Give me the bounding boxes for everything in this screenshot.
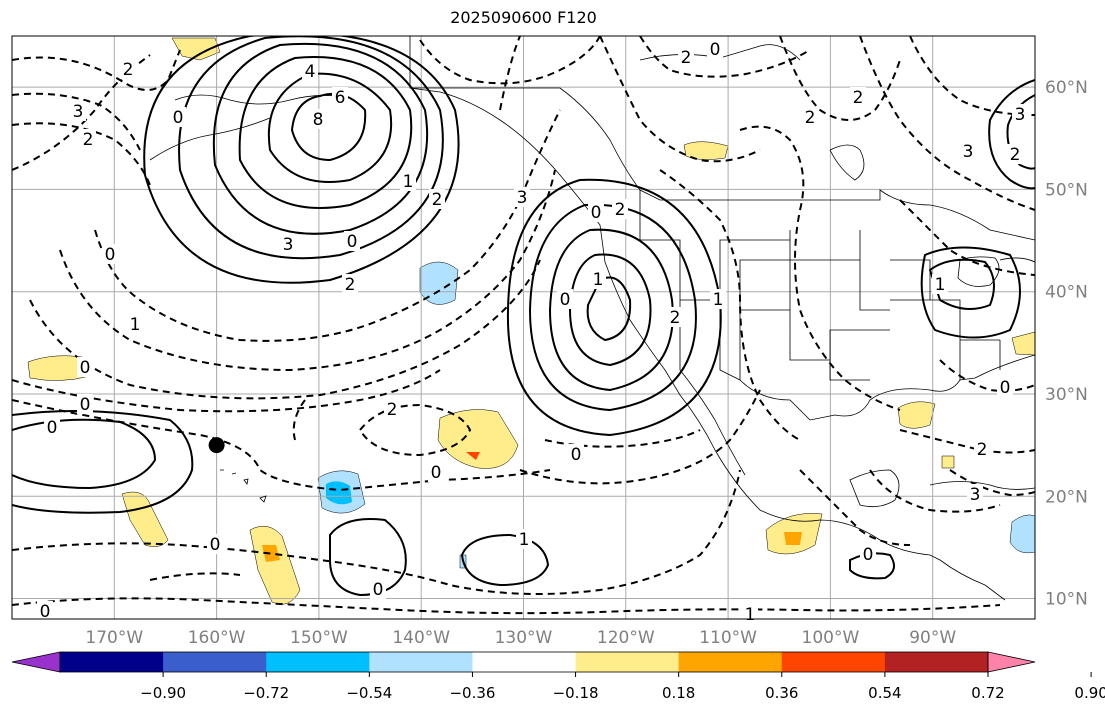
location-marker xyxy=(208,437,225,454)
colorbar-segment xyxy=(266,652,370,672)
contour-label: 0 xyxy=(47,418,58,438)
contour-label: 4 xyxy=(305,62,316,82)
contour-label: 3 xyxy=(963,142,974,162)
contour-label: 0 xyxy=(80,358,91,378)
longitude-label: 130°W xyxy=(495,628,553,648)
contour-label: 2 xyxy=(805,108,816,128)
contour-label: 0 xyxy=(173,108,184,128)
contour-label: 0 xyxy=(373,580,384,600)
contour-label: 2 xyxy=(615,200,626,220)
contour-label: 3 xyxy=(517,188,528,208)
colorbar-tick-label: −0.54 xyxy=(346,684,392,702)
colorbar-segment xyxy=(678,652,783,672)
colorbar-segment xyxy=(369,652,473,672)
colorbar-tick-label: 0.18 xyxy=(662,684,695,702)
colorbar-tick-label: 0.54 xyxy=(868,684,901,702)
contour-label: 3 xyxy=(970,485,981,505)
colorbar-segment xyxy=(575,652,680,672)
contour-label: 0 xyxy=(80,395,91,415)
colorbar-tick-label: −0.90 xyxy=(140,684,186,702)
colorbar-tick-label: −0.72 xyxy=(243,684,289,702)
latitude-label: 50°N xyxy=(1045,180,1088,200)
contour-label: 0 xyxy=(710,40,721,60)
shaded-anomalies xyxy=(27,37,1035,605)
colorbar-tick-label: −0.36 xyxy=(449,684,495,702)
longitude-label: 150°W xyxy=(290,628,348,648)
colorbar-tick-label: −0.18 xyxy=(553,684,599,702)
longitude-label: 100°W xyxy=(802,628,860,648)
contour-label: 1 xyxy=(130,315,141,335)
latitude-labels: 60°N 50°N 40°N 30°N 20°N 10°N xyxy=(1045,78,1088,609)
contour-label: 1 xyxy=(593,270,604,290)
contour-label: 0 xyxy=(591,203,602,223)
contour-label: 0 xyxy=(863,545,874,565)
contour-label: 2 xyxy=(123,60,134,80)
contour-label: 1 xyxy=(935,275,946,295)
coastlines xyxy=(149,36,1035,601)
contour-label: 2 xyxy=(681,48,692,68)
colorbar-segment xyxy=(163,652,267,672)
contour-label: 0 xyxy=(347,232,358,252)
contour-label: 3 xyxy=(73,102,84,122)
contour-label: 2 xyxy=(432,190,443,210)
contour-label: 2 xyxy=(853,88,864,108)
latitude-label: 30°N xyxy=(1045,385,1088,405)
colorbar-segment xyxy=(472,652,577,672)
longitude-label: 160°W xyxy=(188,628,246,648)
contour-label: 1 xyxy=(403,172,414,192)
contour-label: 0 xyxy=(210,535,221,555)
contour-label: 0 xyxy=(560,290,571,310)
contour-label: 2 xyxy=(345,275,356,295)
contour-label: 0 xyxy=(105,245,116,265)
contour-label: 2 xyxy=(977,440,988,460)
longitude-labels: 170°W 160°W 150°W 140°W 130°W 120°W 110°W 100°W… xyxy=(85,628,956,648)
latitude-label: 40°N xyxy=(1045,283,1088,303)
contour-label: 3 xyxy=(283,235,294,255)
longitude-label: 170°W xyxy=(85,628,143,648)
colorbar-segment xyxy=(60,652,164,672)
colorbar-segment xyxy=(884,652,989,672)
colorbar-tick-labels: −0.90 −0.72 −0.54 −0.36 −0.18 0.18 0.36 0.54 0.7… xyxy=(140,672,1105,702)
contour-label: 2 xyxy=(1010,145,1021,165)
longitude-label: 120°W xyxy=(597,628,655,648)
colorbar-low-extend xyxy=(11,651,61,673)
colorbar-segment xyxy=(781,652,886,672)
latitude-label: 60°N xyxy=(1045,78,1088,98)
longitude-label: 140°W xyxy=(392,628,450,648)
colorbar-high-extend xyxy=(987,651,1036,673)
contour-label: 0 xyxy=(40,602,51,622)
longitude-label: 110°W xyxy=(699,628,757,648)
map-frame xyxy=(11,35,1036,620)
contour-label: 0 xyxy=(431,463,442,483)
colorbar xyxy=(11,651,1036,673)
longitude-label: 90°W xyxy=(909,628,956,648)
contour-label: 2 xyxy=(670,308,681,328)
contour-label: 2 xyxy=(387,400,398,420)
contour-label: 0 xyxy=(1000,378,1011,398)
colorbar-tick-label: 0.72 xyxy=(971,684,1004,702)
contour-label: 0 xyxy=(571,445,582,465)
colorbar-tick-label: 0.90 xyxy=(1074,684,1105,702)
contour-label: 6 xyxy=(335,88,346,108)
map-title: 2025090600 F120 xyxy=(450,8,597,27)
contour-label: 1 xyxy=(713,290,724,310)
latitude-label: 10°N xyxy=(1045,590,1088,610)
latitude-label: 20°N xyxy=(1045,487,1088,507)
contour-label: 1 xyxy=(745,605,756,625)
contour-label: 1 xyxy=(519,530,530,550)
contour-label: 8 xyxy=(313,110,324,130)
contour-label: 3 xyxy=(1015,105,1026,125)
contour-label: 2 xyxy=(83,130,94,150)
colorbar-tick-label: 0.36 xyxy=(765,684,798,702)
